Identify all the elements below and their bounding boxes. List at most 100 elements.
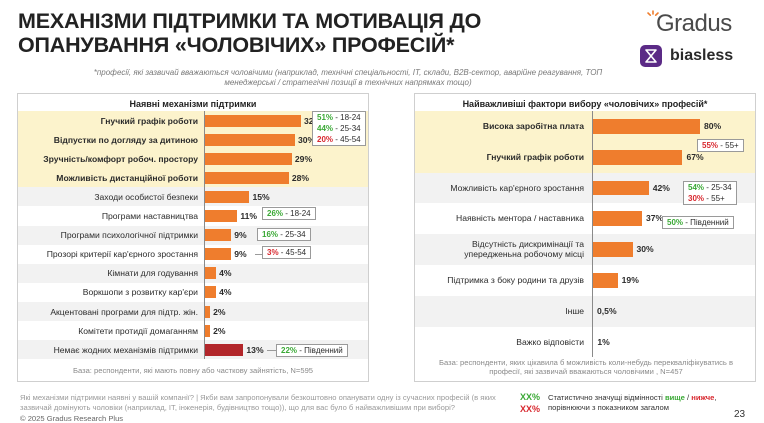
page-title: МЕХАНІЗМИ ПІДТРИМКИ ТА МОТИВАЦІЯ ДО ОПАН… [18,9,482,57]
callout-label: - 45-54 [333,135,361,144]
bar-label: Немає жодних механізмів підтримки [53,344,198,355]
callout-line: 20% - 45-54 [317,134,361,145]
bar [204,343,244,356]
callout-value: 20% [317,135,334,144]
callout-line: 44% - 25-34 [317,123,361,134]
gradus-logo-text: Gradus [656,10,732,37]
callout-label: - 25-34 [278,230,306,239]
bar-label: Кімнати для годування [107,268,198,279]
callout-value: 54% [688,183,705,192]
callout-line: 22% - Південний [281,345,343,356]
bar-label: Програми наставництва [101,211,198,221]
callout-value: 44% [317,124,334,133]
bar-value: 67% [686,151,704,162]
base-note: База: респонденти, які мають повну або ч… [72,366,314,375]
bar-label: Гнучкий графік роботи [486,151,584,162]
bar [204,229,232,242]
question-text: Які механізми підтримки наявні у вашій к… [20,393,496,412]
callout-label: - 25-34 [333,124,361,133]
callout-label: - Південний [683,218,729,227]
bar-label: Висока заробітна плата [482,121,584,131]
bar [204,305,211,318]
bar [204,210,238,223]
bar [204,248,232,261]
legend-line-1: Статистично значущі відмінності вище / н… [548,393,717,402]
bar [204,267,217,280]
callout-line: 30% - 55+ [688,193,732,204]
callout-value: 3% [267,248,279,257]
bar-value: 19% [621,275,639,285]
bar-label: Наявність ментора / наставника [455,213,584,224]
copyright: © 2025 Gradus Research Plus [20,414,124,423]
biasless-hourglass-icon [640,45,662,67]
bar-label: Інше [565,305,584,316]
bar-row [415,234,755,265]
bar-value: 0,5% [597,305,617,316]
bar [592,242,633,257]
callout-line: 50% - Південний [667,217,729,228]
bar-value: 2% [213,306,226,317]
bar-value: 1% [597,336,610,347]
page-number: 23 [734,409,746,420]
bar-label: Акцентовані програми для підтр. жін. [50,306,198,317]
gradus-spark-icon [647,10,659,16]
bar-label: Комітети протидії домаганням [78,325,198,336]
bar-value: 80% [704,121,722,131]
callout-line: 26% - 18-24 [267,208,311,219]
callout-value: 30% [688,194,705,203]
bar-value: 30% [636,244,654,255]
legend-marker-higher: XX% [520,392,541,402]
bar-row [415,295,755,327]
bar-label: Зручність/комфорт робоч. простору [43,153,198,164]
significance-callout: 54% - 25-34 30% - 55+ [683,181,737,205]
bar-value: 9% [234,230,247,241]
bar [204,133,295,146]
bar [204,286,217,299]
bar-value: 42% [652,182,670,193]
biasless-logo: biasless [640,45,760,69]
bar-value: 11% [240,211,258,221]
bar-value: 4% [219,287,232,298]
significance-callout: 50% - Південний [662,216,734,229]
axis-line [204,111,205,360]
bar [592,119,700,134]
callout-value: 55% [702,141,719,150]
bar-value: 37% [645,213,664,224]
bar-label: Прозорі критерії кар'єрного зростання [46,249,198,260]
base-note: База: респонденти, яких цікавила б можли… [439,358,733,376]
bar [204,114,301,127]
bar [204,171,289,184]
bar-label: Воркшопи з розвитку кар'єри [82,287,198,298]
callout-label: - 18-24 [283,209,311,218]
significance-callout: 51% - 18-24 44% - 25-34 20% - 45-54 [312,111,366,146]
significance-callout: 16% - 25-34 [257,228,311,241]
page-subtitle: *професії, які зазвичай вважаються чолов… [93,68,603,87]
bar-label: Програми психологічної підтримки [60,230,198,241]
bar-value: 15% [252,191,270,202]
bar-label: Відсутність дискримінації та упередженьн… [464,239,584,260]
legend-marker-lower: XX% [520,404,541,414]
callout-label: - 18-24 [333,113,361,122]
bar-row [18,302,368,322]
chart-title: Найважливіші фактори вибору «чоловічих» … [462,99,708,109]
callout-label: - 45-54 [278,248,307,257]
bar [204,152,292,165]
callout-value: 26% [267,209,284,218]
bar-label: Можливість дистанційної роботи [56,172,198,183]
significance-callout: 22% - Південний [276,344,348,357]
bar [592,149,683,165]
callout-value: 16% [262,230,279,239]
bar-value: 9% [234,249,247,260]
callout-line: 3% - 45-54 [267,247,306,258]
bar-row [18,187,368,207]
bar-label: Важко відповісти [516,336,584,347]
significance-callout: 26% - 18-24 [262,207,316,220]
bar [592,211,642,227]
support-mechanisms-chart: Наявні механізми підтримки Гнучкий графі… [17,93,369,382]
legend-line-2: порівнюючи з показником загалом [548,403,669,412]
callout-label: - Південний [297,346,343,355]
bar [592,180,649,196]
bar-value: 28% [291,172,310,183]
bar [204,324,211,337]
significance-callout: 55% - 55+ [697,139,744,152]
